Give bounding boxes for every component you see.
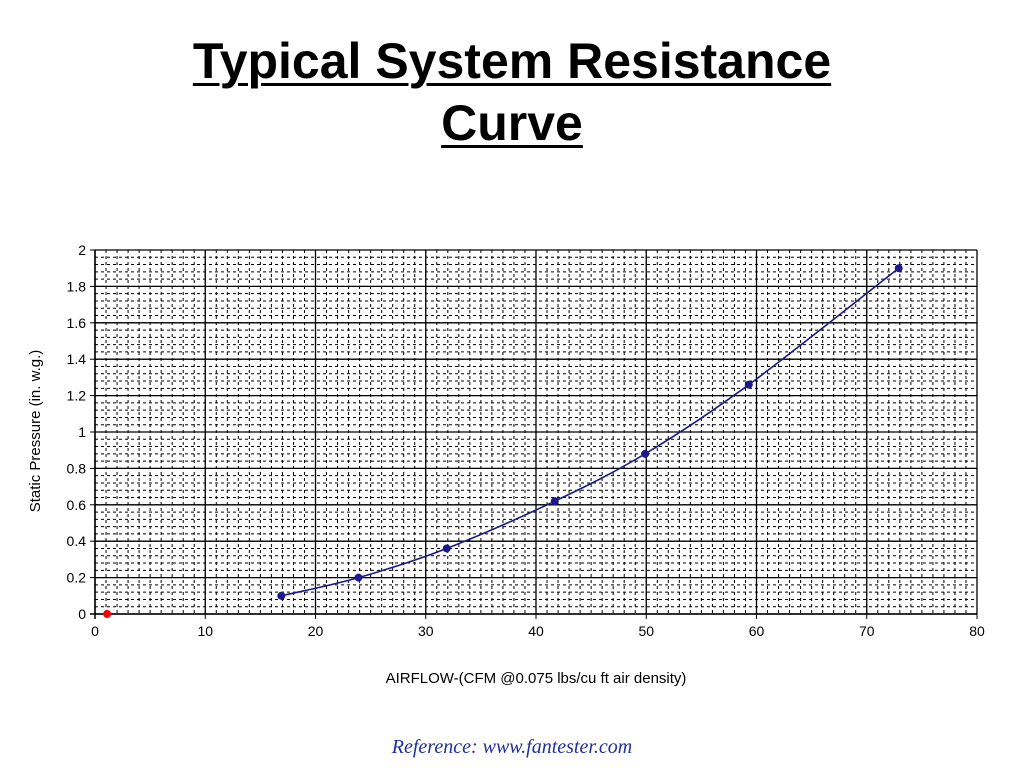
- series-0-point: [744, 380, 753, 389]
- series-0-line: [281, 267, 900, 597]
- y-axis-ticks: 0 0.2 0.4 0.6 0.8 1 1.2 1.4 1.6 1.8 2: [67, 242, 95, 622]
- major-gridlines: [94, 249, 978, 615]
- y-tick-label: 1.4: [67, 351, 87, 367]
- x-axis-ticks: 0 10 20 30 40 50 60 70 80: [91, 614, 985, 639]
- x-axis-label: AIRFLOW-(CFM @0.075 lbs/cu ft air densit…: [386, 670, 687, 687]
- y-tick-label: 1.6: [67, 315, 87, 331]
- series-0-point: [354, 573, 363, 582]
- slide-title-line-1: Typical System Resistance: [192, 33, 832, 89]
- data-series: [103, 264, 903, 618]
- slide-title: Typical System Resistance Curve: [0, 30, 1024, 154]
- x-tick-label: 10: [197, 623, 213, 639]
- x-tick-label: 50: [638, 623, 654, 639]
- series-0-point: [894, 264, 903, 273]
- y-tick-label: 0.8: [67, 460, 87, 476]
- series-0-point: [550, 497, 559, 506]
- series-1-point: [103, 610, 112, 618]
- y-tick-label: 0.4: [67, 533, 87, 549]
- slide-title-line-2: Curve: [441, 95, 583, 151]
- x-tick-label: 40: [528, 623, 544, 639]
- x-tick-label: 80: [969, 623, 985, 639]
- y-tick-label: 1.2: [67, 388, 87, 404]
- axes: [90, 250, 977, 619]
- reference-text: Reference: www.fantester.com: [391, 736, 633, 758]
- y-tick-label: 1: [78, 424, 86, 440]
- x-tick-label: 70: [859, 623, 875, 639]
- x-tick-label: 30: [418, 623, 434, 639]
- x-tick-label: 60: [749, 623, 765, 639]
- y-tick-label: 1.8: [67, 278, 87, 294]
- y-tick-label: 0.2: [67, 570, 87, 586]
- series-0-point: [277, 591, 286, 600]
- x-tick-label: 20: [308, 623, 324, 639]
- y-tick-label: 0: [78, 606, 86, 622]
- y-axis-label: Static Pressure (in. w.g.): [27, 350, 44, 513]
- series-0-point: [442, 544, 451, 553]
- y-tick-label: 0.6: [67, 497, 87, 513]
- series-0-point: [641, 449, 650, 458]
- x-tick-label: 0: [91, 623, 99, 639]
- y-tick-label: 2: [78, 242, 86, 258]
